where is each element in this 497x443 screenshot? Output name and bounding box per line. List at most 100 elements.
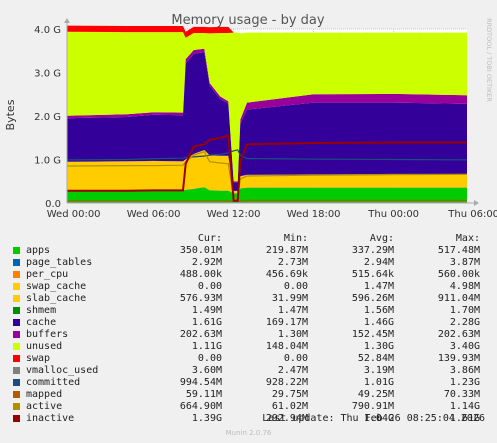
legend-avg: 790.91M bbox=[351, 401, 394, 412]
legend-min: 2.73M bbox=[277, 257, 308, 268]
legend-row-apps: apps 350.01M 219.87M 337.29M 517.48M bbox=[10, 245, 488, 257]
legend-avg: 596.26M bbox=[351, 293, 394, 304]
last-update: Last update: Thu Feb 26 08:25:04 2026 bbox=[262, 413, 485, 424]
x-axis-arrow-icon bbox=[474, 200, 479, 206]
rrdtool-side-label: RRDTOOL / TOBI OETIKER bbox=[485, 18, 493, 102]
legend-swatch bbox=[13, 283, 20, 290]
legend-name: committed bbox=[26, 377, 81, 388]
legend-swatch bbox=[13, 247, 20, 254]
legend-row-buffers: buffers 202.63M 1.30M 152.45M 202.63M bbox=[10, 329, 488, 341]
y-tick-label: 1.0 G bbox=[34, 156, 61, 167]
legend-swatch bbox=[13, 379, 20, 386]
legend-header-spacer bbox=[10, 233, 136, 245]
legend-max: 2.28G bbox=[449, 317, 480, 328]
legend-cur: 1.11G bbox=[191, 341, 222, 352]
legend-max: 4.98M bbox=[449, 281, 480, 292]
legend-row-mapped: mapped 59.11M 29.75M 49.25M 70.33M bbox=[10, 389, 488, 401]
legend-max: 1.14G bbox=[449, 401, 480, 412]
legend-name: active bbox=[26, 401, 63, 412]
legend-cur: 2.92M bbox=[191, 257, 222, 268]
legend-swatch bbox=[13, 259, 20, 266]
legend-name: slab_cache bbox=[26, 293, 87, 304]
line-mapped bbox=[67, 199, 467, 202]
legend-min: 169.17M bbox=[265, 317, 308, 328]
legend-avg: 1.01G bbox=[363, 377, 394, 388]
legend-row-cache: cache 1.61G 169.17M 1.46G 2.28G bbox=[10, 317, 488, 329]
legend-max: 1.61G bbox=[449, 413, 480, 424]
legend-cur: 576.93M bbox=[179, 293, 222, 304]
legend-name: unused bbox=[26, 341, 63, 352]
legend-min: 148.04M bbox=[265, 341, 308, 352]
legend-max: 3.87M bbox=[449, 257, 480, 268]
col-min-header: Min: bbox=[283, 233, 308, 244]
legend-max: 139.93M bbox=[437, 353, 480, 364]
legend-cur: 202.63M bbox=[179, 329, 222, 340]
y-tick-label: 3.0 G bbox=[34, 69, 61, 80]
legend-min: 928.22M bbox=[265, 377, 308, 388]
legend-swatch bbox=[13, 403, 20, 410]
legend-avg: 1.30G bbox=[363, 341, 394, 352]
legend-avg: 1.47M bbox=[363, 281, 394, 292]
legend-row-per-cpu: per_cpu 488.00k 456.69k 515.64k 560.00k bbox=[10, 269, 488, 281]
legend-swatch bbox=[13, 295, 20, 302]
legend-row-inactive: inactive 1.39G 292.94M 1.04G 1.61G bbox=[10, 413, 488, 425]
legend-name: page_tables bbox=[26, 257, 93, 268]
legend-max: 3.40G bbox=[449, 341, 480, 352]
area-cache bbox=[67, 52, 467, 191]
legend-row-page-tables: page_tables 2.92M 2.73M 2.94M 3.87M bbox=[10, 257, 488, 269]
legend-max: 1.70M bbox=[449, 305, 480, 316]
legend-name: per_cpu bbox=[26, 269, 69, 280]
munin-version: Munin 2.0.76 bbox=[225, 429, 272, 437]
legend-min: 61.02M bbox=[271, 401, 308, 412]
legend-max: 911.04M bbox=[437, 293, 480, 304]
area-slab-cache bbox=[67, 150, 467, 194]
legend-name: vmalloc_used bbox=[26, 365, 99, 376]
legend-max: 70.33M bbox=[443, 389, 480, 400]
legend-header: Cur: Min: Avg: Max: bbox=[10, 233, 488, 245]
legend-swatch bbox=[13, 331, 20, 338]
y-tick-label: 4.0 G bbox=[34, 25, 61, 36]
legend-min: 1.30M bbox=[277, 329, 308, 340]
legend-cur: 1.49M bbox=[191, 305, 222, 316]
legend-avg: 49.25M bbox=[357, 389, 394, 400]
legend-min: 456.69k bbox=[265, 269, 308, 280]
legend-min: 31.99M bbox=[271, 293, 308, 304]
legend-avg: 2.94M bbox=[363, 257, 394, 268]
legend: Cur: Min: Avg: Max: apps 350.01M 219.87M 33… bbox=[10, 233, 488, 425]
legend-avg: 3.19M bbox=[363, 365, 394, 376]
legend-row-unused: unused 1.11G 148.04M 1.30G 3.40G bbox=[10, 341, 488, 353]
col-cur-header: Cur: bbox=[197, 233, 222, 244]
legend-name: swap bbox=[26, 353, 51, 364]
legend-name: inactive bbox=[26, 413, 75, 424]
line-committed bbox=[66, 149, 468, 161]
legend-row-active: active 664.90M 61.02M 790.91M 1.14G bbox=[10, 401, 488, 413]
legend-avg: 1.46G bbox=[363, 317, 394, 328]
legend-row-committed: committed 994.54M 928.22M 1.01G 1.23G bbox=[10, 377, 488, 389]
legend-swatch bbox=[13, 343, 20, 350]
legend-name: mapped bbox=[26, 389, 63, 400]
legend-min: 29.75M bbox=[271, 389, 308, 400]
x-tick-label: Thu 00:00 bbox=[367, 209, 419, 220]
legend-cur: 1.39G bbox=[191, 413, 222, 424]
legend-swatch bbox=[13, 367, 20, 374]
area-swap bbox=[67, 25, 467, 38]
y-tick-label: 0.0 bbox=[45, 199, 61, 210]
line-active bbox=[66, 150, 468, 200]
line-inactive bbox=[67, 134, 467, 202]
legend-swatch bbox=[13, 355, 20, 362]
legend-row-slab-cache: slab_cache 576.93M 31.99M 596.26M 911.04M bbox=[10, 293, 488, 305]
y-tick-label: 2.0 G bbox=[34, 112, 61, 123]
legend-min: 219.87M bbox=[265, 245, 308, 256]
legend-min: 0.00 bbox=[283, 353, 308, 364]
x-tick-label: Wed 18:00 bbox=[287, 209, 341, 220]
legend-swatch bbox=[13, 415, 20, 422]
legend-cur: 59.11M bbox=[185, 389, 222, 400]
legend-row-swap-cache: swap_cache 0.00 0.00 1.47M 4.98M bbox=[10, 281, 488, 293]
legend-name: buffers bbox=[26, 329, 69, 340]
legend-row-swap: swap 0.00 0.00 52.84M 139.93M bbox=[10, 353, 488, 365]
legend-avg: 1.04G bbox=[363, 413, 394, 424]
area-unused bbox=[67, 31, 467, 182]
legend-cur: 488.00k bbox=[179, 269, 222, 280]
legend-rows: apps 350.01M 219.87M 337.29M 517.48M page_tab… bbox=[10, 245, 488, 425]
